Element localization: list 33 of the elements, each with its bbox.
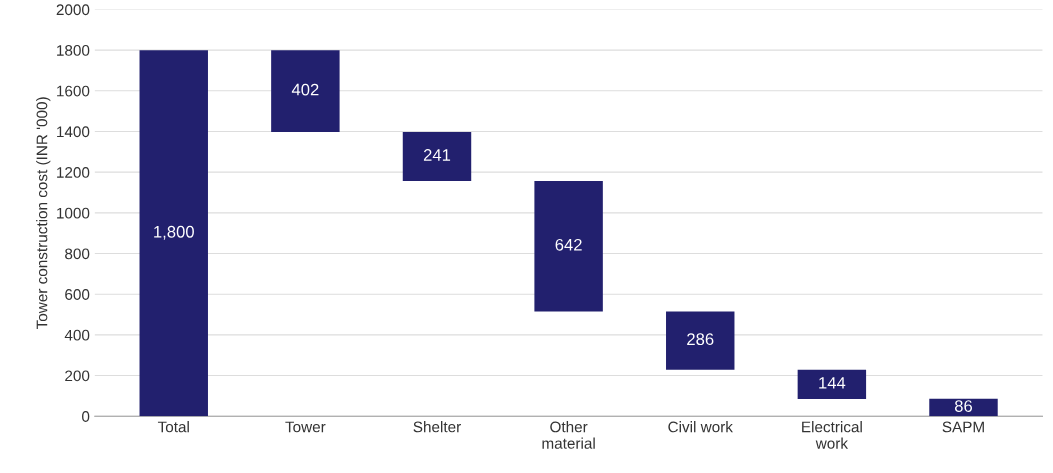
x-tick-label: Tower (285, 421, 326, 433)
y-tick-label: 1200 (57, 167, 90, 178)
bar (666, 311, 735, 370)
y-tick-label: 200 (65, 370, 90, 382)
x-tick-label: Civil work (668, 421, 733, 433)
bar (139, 50, 208, 417)
x-tick-label: Total (157, 421, 189, 433)
y-tick-label: 800 (65, 248, 90, 260)
y-axis-title: Tower construction cost (INR '000) (36, 97, 51, 329)
data-label: 86 (954, 400, 973, 412)
y-tick-label: 400 (64, 329, 90, 341)
x-tick-label: SAPM (942, 421, 984, 433)
y-tick-label: 1800 (57, 45, 90, 56)
data-label: 642 (555, 238, 582, 251)
x-tick-label: Electrical work (802, 421, 862, 449)
y-tick-label: 1000 (57, 207, 90, 219)
bar (797, 369, 867, 399)
data-label: 241 (423, 149, 451, 161)
data-label: 286 (687, 333, 714, 346)
data-label: 1,800 (154, 225, 194, 240)
bar (534, 180, 603, 312)
data-label: 402 (291, 83, 319, 96)
bar (271, 50, 340, 132)
y-tick-label: 2000 (56, 4, 90, 16)
bar (402, 131, 472, 181)
x-tick-label: Other material (542, 421, 595, 449)
x-tick-label: Shelter (413, 421, 461, 433)
y-tick-label: 1600 (57, 85, 90, 97)
y-tick-label: 1400 (57, 126, 90, 138)
y-tick-label: 0 (82, 411, 90, 422)
y-tick-label: 600 (65, 289, 90, 300)
data-label: 144 (819, 377, 846, 389)
bar (929, 398, 998, 417)
